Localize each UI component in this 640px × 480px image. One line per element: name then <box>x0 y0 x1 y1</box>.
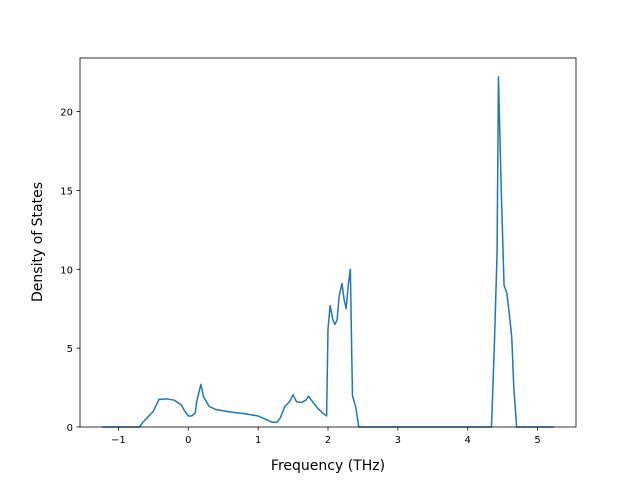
x-tick-label: 1 <box>255 435 261 446</box>
x-tick-label: −1 <box>111 435 126 446</box>
line <box>102 76 554 428</box>
x-axis-label: Frequency (THz) <box>271 458 385 474</box>
y-tick-label: 5 <box>67 344 73 355</box>
y-tick-label: 20 <box>60 108 73 119</box>
x-tick-label: 0 <box>185 435 191 446</box>
y-tick-label: 15 <box>60 186 73 197</box>
y-tick-label: 0 <box>67 423 73 434</box>
x-tick-label: 5 <box>534 435 540 446</box>
y-axis-label: Density of States <box>30 182 46 302</box>
plot-frame <box>79 57 577 428</box>
x-tick-label: 3 <box>395 435 401 446</box>
x-tick-label: 4 <box>465 435 471 446</box>
y-tick-label: 10 <box>60 265 73 276</box>
x-tick-label: 2 <box>325 435 331 446</box>
